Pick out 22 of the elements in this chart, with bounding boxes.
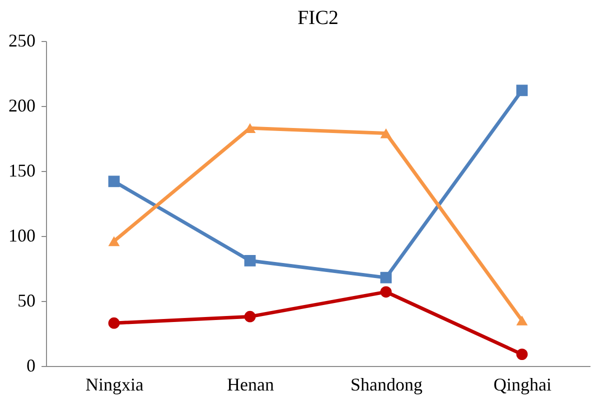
y-tick-label: 250 [8, 30, 36, 50]
y-tick-label: 100 [8, 226, 36, 246]
x-tick-label: Shandong [350, 374, 422, 394]
point [516, 84, 528, 96]
x-tick-label: Ningxia [86, 374, 144, 394]
point [108, 176, 120, 188]
point [244, 255, 256, 266]
point [516, 348, 528, 360]
chart-title: FIC2 [297, 7, 339, 29]
point [108, 317, 120, 329]
y-tick-label: 0 [26, 356, 36, 376]
x-tick-label: Henan [227, 374, 274, 394]
point [516, 316, 528, 326]
y-tick-label: 200 [8, 96, 36, 116]
y-tick-label: 50 [18, 290, 36, 310]
point [108, 236, 120, 246]
point [380, 286, 392, 298]
point [380, 272, 392, 284]
point [380, 128, 392, 138]
point [244, 310, 256, 322]
x-tick-label: Qinghai [494, 374, 552, 394]
y-tick-label: 150 [8, 160, 36, 180]
